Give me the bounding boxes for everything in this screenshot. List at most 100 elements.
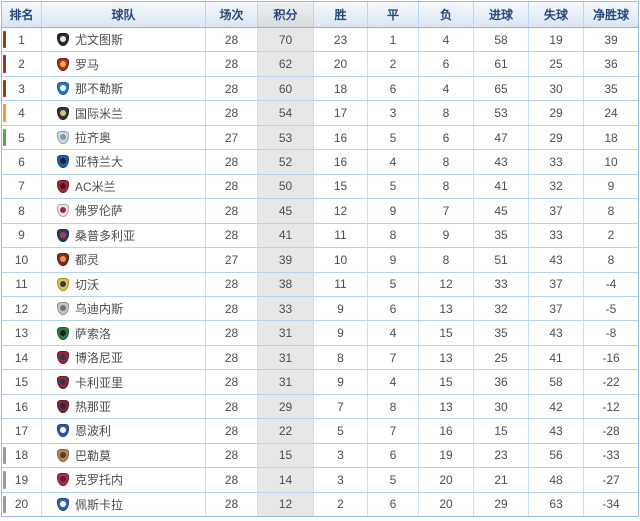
- team-name[interactable]: 热那亚: [75, 400, 112, 415]
- goals-for-cell: 36: [474, 370, 529, 394]
- qualification-zone-bar: [3, 422, 6, 439]
- goal-diff-cell: -34: [602, 497, 620, 512]
- team-name[interactable]: 卡利亚里: [75, 375, 124, 390]
- points-cell: 12: [258, 492, 314, 517]
- team-crest-inner: [60, 354, 66, 361]
- team-crest-inner: [60, 231, 66, 238]
- losses-cell: 20: [419, 468, 474, 492]
- losses-cell: 8: [419, 101, 474, 125]
- wins-cell: 11: [314, 223, 368, 248]
- goals-for-cell: 30: [474, 394, 529, 419]
- played-cell: 28: [206, 468, 258, 492]
- team-crest-inner: [60, 305, 66, 312]
- goals-against-cell: 37: [529, 199, 584, 223]
- team-name[interactable]: 那不勒斯: [75, 82, 124, 97]
- played-cell: 28: [206, 370, 258, 394]
- played-cell: 28: [206, 272, 258, 296]
- losses-cell: 15: [419, 321, 474, 345]
- rank-cell: 14: [2, 345, 42, 370]
- draws-cell: 7: [368, 419, 419, 443]
- draws-cell: 4: [368, 370, 419, 394]
- team-name[interactable]: 切沃: [75, 277, 100, 292]
- team-cell: 巴勒莫: [42, 443, 206, 468]
- rank-cell: 6: [2, 150, 42, 174]
- wins-cell: 9: [314, 296, 368, 321]
- team-name[interactable]: 萨索洛: [75, 326, 112, 341]
- column-header-losses: 负: [419, 2, 474, 27]
- team-name[interactable]: 桑普多利亚: [75, 228, 136, 243]
- team-cell: 国际米兰: [42, 101, 206, 125]
- team-crest-icon: [57, 351, 69, 365]
- team-cell: 佩斯卡拉: [42, 492, 206, 517]
- draws-cell: 6: [368, 492, 419, 517]
- team-cell: 恩波利: [42, 419, 206, 443]
- team-name[interactable]: 佩斯卡拉: [75, 497, 124, 512]
- rank-value: 19: [14, 472, 29, 487]
- goals-against-cell: 37: [529, 296, 584, 321]
- draws-cell: 5: [368, 272, 419, 296]
- losses-cell: 13: [419, 345, 474, 370]
- team-name[interactable]: 恩波利: [75, 424, 112, 439]
- team-name[interactable]: 尤文图斯: [75, 33, 124, 48]
- rank-value: 20: [14, 497, 29, 512]
- team-crest-icon: [57, 57, 69, 71]
- losses-cell: 9: [419, 223, 474, 248]
- team-crest-inner: [60, 476, 66, 483]
- wins-cell: 18: [314, 76, 368, 101]
- rank-value: 5: [18, 130, 25, 145]
- points-cell: 14: [258, 468, 314, 492]
- team-crest-icon: [57, 473, 69, 487]
- points-cell: 31: [258, 345, 314, 370]
- draws-cell: 3: [368, 101, 419, 125]
- team-name[interactable]: 亚特兰大: [75, 155, 124, 170]
- table-header-row: 排名 球队 场次 积分 胜 平 负 进球 失球 净胜球: [2, 2, 638, 28]
- played-cell: 28: [206, 76, 258, 101]
- qualification-zone-bar: [3, 178, 6, 195]
- goals-for-cell: 47: [474, 125, 529, 150]
- losses-cell: 6: [419, 52, 474, 76]
- qualification-zone-bar: [3, 324, 6, 341]
- team-name[interactable]: 乌迪内斯: [75, 302, 124, 317]
- team-name[interactable]: 拉齐奥: [75, 131, 112, 146]
- goals-for-cell: 33: [474, 272, 529, 296]
- qualification-zone-bar: [3, 446, 6, 465]
- team-crest-icon: [57, 179, 69, 193]
- team-name[interactable]: 佛罗伦萨: [75, 204, 124, 219]
- team-name[interactable]: 国际米兰: [75, 106, 124, 121]
- draws-cell: 6: [368, 76, 419, 101]
- team-crest-inner: [60, 158, 66, 165]
- column-header-rank: 排名: [2, 2, 42, 27]
- team-cell: 萨索洛: [42, 321, 206, 345]
- rank-cell: 15: [2, 370, 42, 394]
- team-name[interactable]: 都灵: [75, 253, 100, 268]
- team-name[interactable]: AC米兰: [75, 179, 116, 194]
- wins-cell: 23: [314, 28, 368, 52]
- team-cell: 拉齐奥: [42, 125, 206, 150]
- qualification-zone-bar: [3, 251, 6, 268]
- rank-value: 8: [18, 203, 25, 218]
- team-crest-inner: [60, 134, 66, 141]
- goals-for-cell: 25: [474, 345, 529, 370]
- draws-cell: 5: [368, 174, 419, 199]
- team-name[interactable]: 巴勒莫: [75, 448, 112, 463]
- rank-value: 3: [18, 81, 25, 96]
- team-crest-inner: [60, 378, 66, 385]
- goal-diff-cell: -28: [602, 423, 620, 438]
- team-cell: AC米兰: [42, 174, 206, 199]
- team-name[interactable]: 博洛尼亚: [75, 351, 124, 366]
- goal-diff-cell: -12: [602, 399, 620, 414]
- team-crest-icon: [57, 497, 69, 511]
- rank-cell: 5: [2, 125, 42, 150]
- team-name[interactable]: 克罗托内: [75, 473, 124, 488]
- rank-cell: 18: [2, 443, 42, 468]
- losses-cell: 15: [419, 370, 474, 394]
- goals-for-cell: 53: [474, 101, 529, 125]
- losses-cell: 7: [419, 199, 474, 223]
- team-crest-inner: [60, 60, 66, 67]
- team-name[interactable]: 罗马: [75, 57, 100, 72]
- team-cell: 佛罗伦萨: [42, 199, 206, 223]
- goals-against-cell: 19: [529, 28, 584, 52]
- goals-for-cell: 29: [474, 492, 529, 517]
- table-row: 9 桑普多利亚 28 41 11 8 9 35 33 2: [2, 222, 638, 248]
- rank-value: 11: [15, 277, 28, 292]
